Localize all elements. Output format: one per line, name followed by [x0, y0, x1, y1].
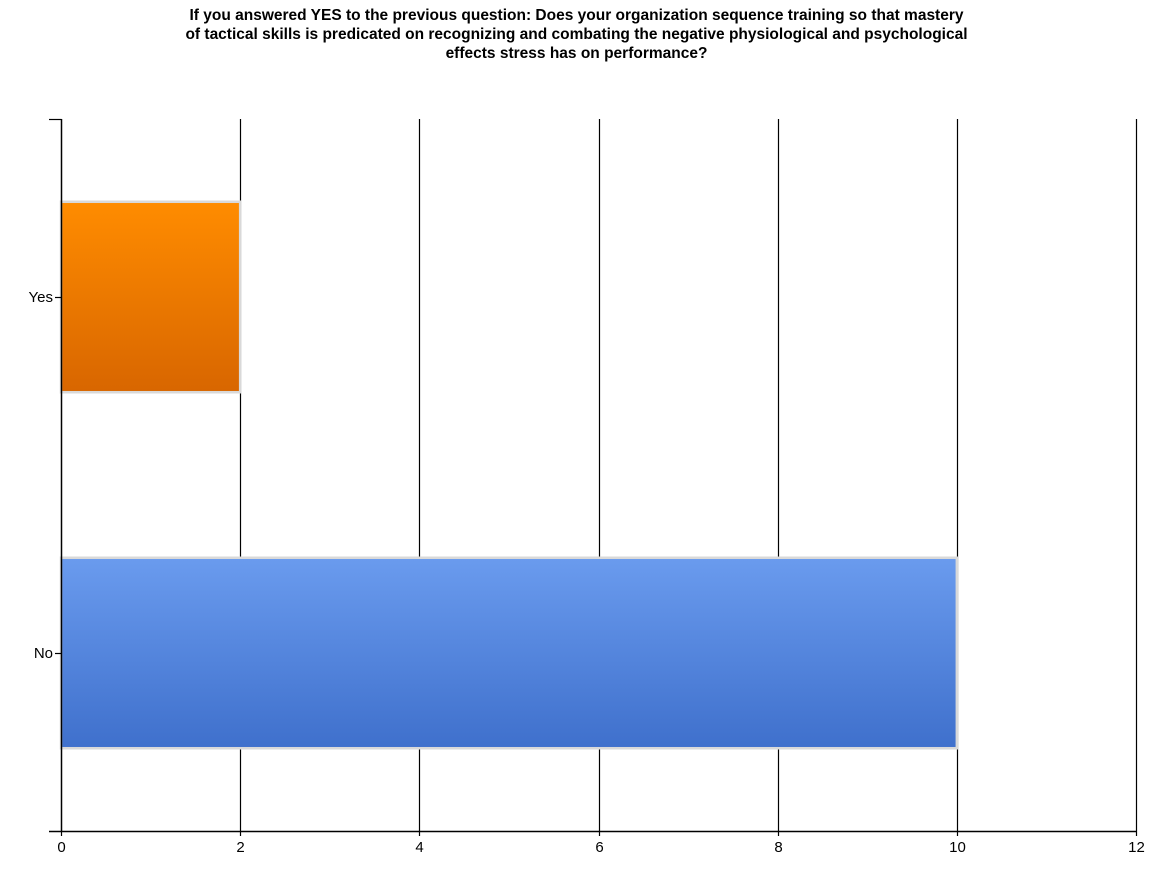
bars	[59, 200, 959, 750]
chart-title: If you answered YES to the previous ques…	[0, 6, 1153, 63]
bar-no	[59, 556, 959, 750]
axes: 0 2 4 6 8 10 12 Yes No	[29, 118, 1145, 856]
y-tick-label: No	[34, 645, 53, 662]
x-tick-label: 10	[949, 839, 966, 856]
chart-title-line-1: If you answered YES to the previous ques…	[189, 7, 964, 24]
x-tick-label: 0	[57, 839, 65, 856]
x-tick-label: 4	[415, 839, 423, 856]
x-tick-label: 2	[236, 839, 244, 856]
x-tick-label: 6	[595, 839, 603, 856]
x-tick-label: 12	[1128, 839, 1145, 856]
bar-yes	[59, 200, 242, 394]
chart-title-line-2: of tactical skills is predicated on reco…	[185, 26, 968, 43]
chart-title-line-3: effects stress has on performance?	[445, 45, 708, 62]
x-tick-label: 8	[774, 839, 782, 856]
y-tick-label: Yes	[29, 289, 53, 306]
